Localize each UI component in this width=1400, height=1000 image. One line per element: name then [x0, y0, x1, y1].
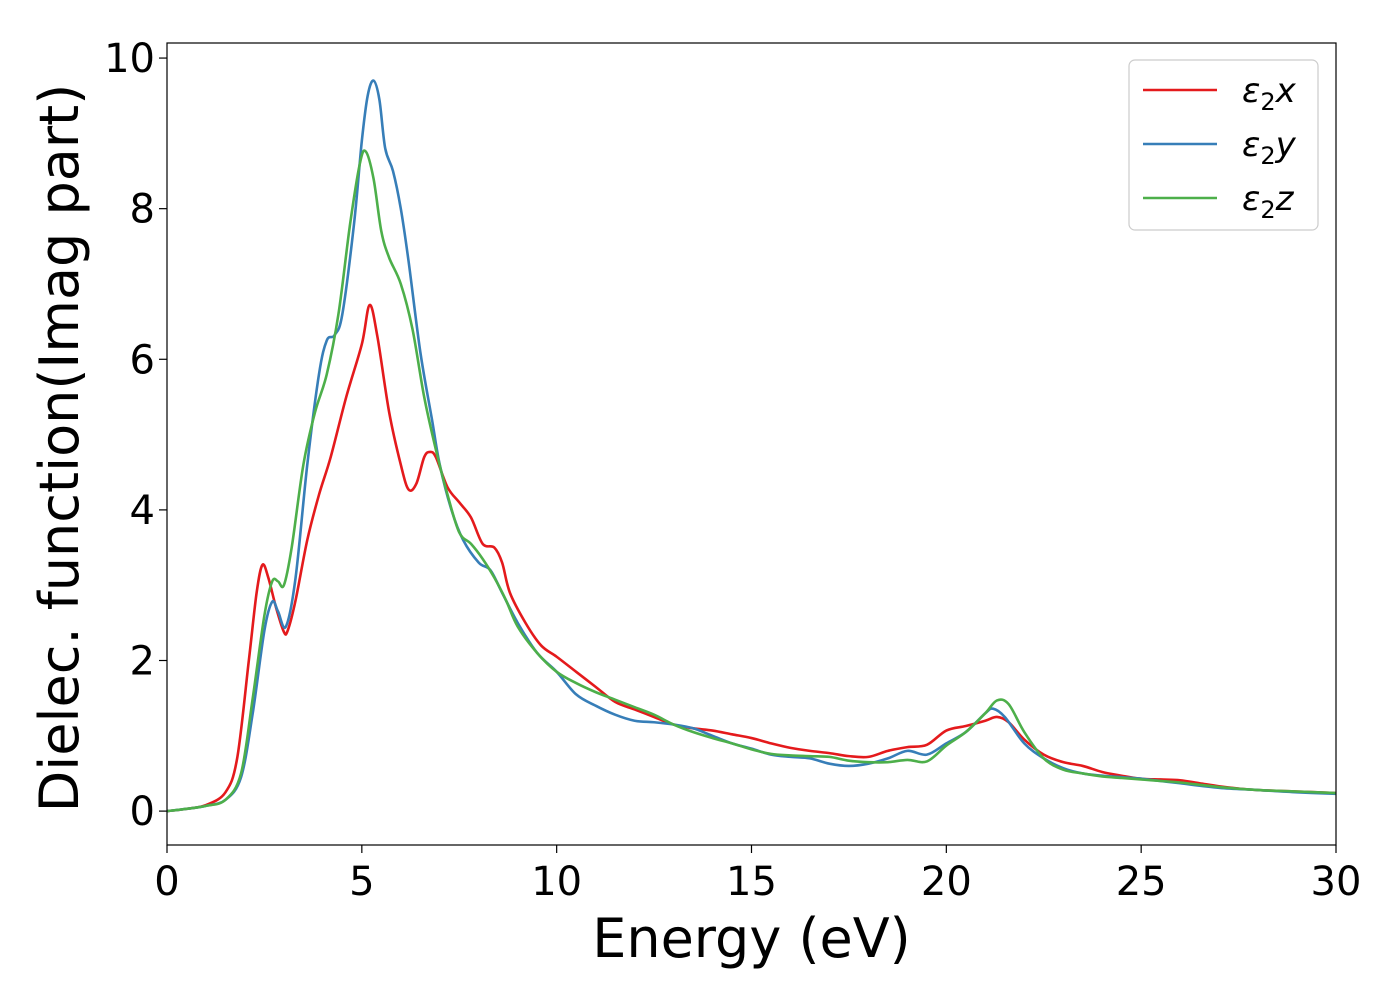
- x-axis-label: Energy (eV): [592, 907, 911, 970]
- series-line-z: [167, 149, 1336, 813]
- y-axis-label: Dielec. function(Imag part): [28, 84, 91, 813]
- plot-area: [166, 42, 1337, 846]
- y-tick-label: 6: [130, 337, 155, 383]
- legend-label: ε2x: [1242, 71, 1297, 116]
- legend-label: ε2z: [1242, 179, 1295, 224]
- y-tick-label: 2: [130, 639, 155, 685]
- legend-item-x: ε2x: [1143, 71, 1297, 116]
- y-tick-label: 0: [130, 789, 155, 835]
- x-axis: 0 5 10 15 20 25 30: [154, 845, 1361, 905]
- series-line-x: [167, 303, 1336, 813]
- legend-item-y: ε2y: [1143, 125, 1297, 170]
- legend-box: [1128, 59, 1319, 231]
- y-axis: 0 2 4 6 8 10: [104, 36, 167, 835]
- series-line-y: [167, 79, 1336, 813]
- legend-label: ε2y: [1242, 125, 1297, 170]
- y-tick-label: 8: [130, 187, 155, 233]
- series-layer: [167, 79, 1336, 813]
- x-tick-label: 20: [921, 859, 972, 905]
- y-tick-label: 10: [104, 36, 155, 82]
- legend: ε2x ε2y ε2z: [1128, 59, 1319, 231]
- x-tick-label: 25: [1116, 859, 1167, 905]
- legend-item-z: ε2z: [1143, 179, 1295, 224]
- x-tick-label: 0: [154, 859, 179, 905]
- x-tick-label: 10: [531, 859, 582, 905]
- x-tick-label: 30: [1311, 859, 1362, 905]
- y-tick-label: 4: [130, 488, 155, 534]
- x-tick-label: 5: [349, 859, 374, 905]
- x-tick-label: 15: [726, 859, 777, 905]
